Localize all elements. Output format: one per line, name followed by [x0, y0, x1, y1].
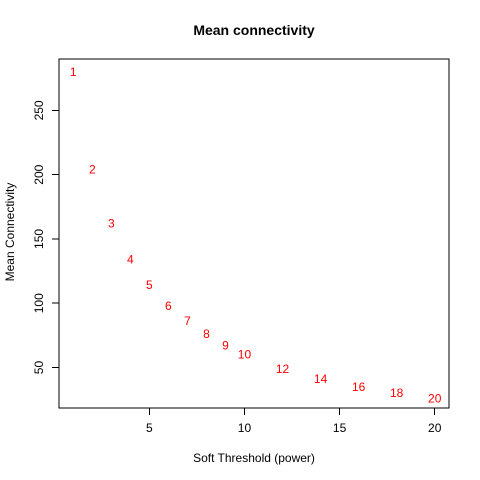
data-point-label: 4: [127, 253, 134, 267]
data-point-label: 9: [222, 339, 229, 353]
y-tick-label: 200: [32, 164, 46, 184]
x-tick-label: 15: [333, 421, 347, 435]
data-point-label: 3: [108, 217, 115, 231]
data-point-label: 10: [238, 348, 252, 362]
x-tick-label: 5: [146, 421, 153, 435]
data-point-label: 12: [276, 362, 290, 376]
plot-area-frame: [58, 58, 450, 409]
data-point-label: 20: [428, 391, 442, 405]
chart-title: Mean connectivity: [193, 22, 315, 38]
data-point-label: 1: [70, 65, 77, 79]
data-point-label: 6: [165, 299, 172, 313]
y-tick-label: 250: [32, 100, 46, 120]
data-point-label: 14: [314, 372, 328, 386]
data-point-label: 18: [390, 386, 404, 400]
y-tick-label: 150: [32, 229, 46, 249]
data-point-label: 2: [89, 163, 96, 177]
x-tick-label: 10: [238, 421, 252, 435]
data-point-label: 16: [352, 380, 366, 394]
data-point-label: 8: [203, 327, 210, 341]
y-axis-label: Mean Connectivity: [3, 183, 17, 282]
x-axis-label: Soft Threshold (power): [193, 451, 315, 465]
x-axis: 5 10 15 20: [146, 407, 442, 435]
y-tick-label: 100: [32, 293, 46, 313]
y-axis: 50 100 150 200 250: [32, 100, 60, 375]
x-tick-label: 20: [428, 421, 442, 435]
y-tick-label: 50: [32, 361, 46, 375]
data-point-label: 5: [146, 278, 153, 292]
data-point-label: 7: [184, 314, 191, 328]
